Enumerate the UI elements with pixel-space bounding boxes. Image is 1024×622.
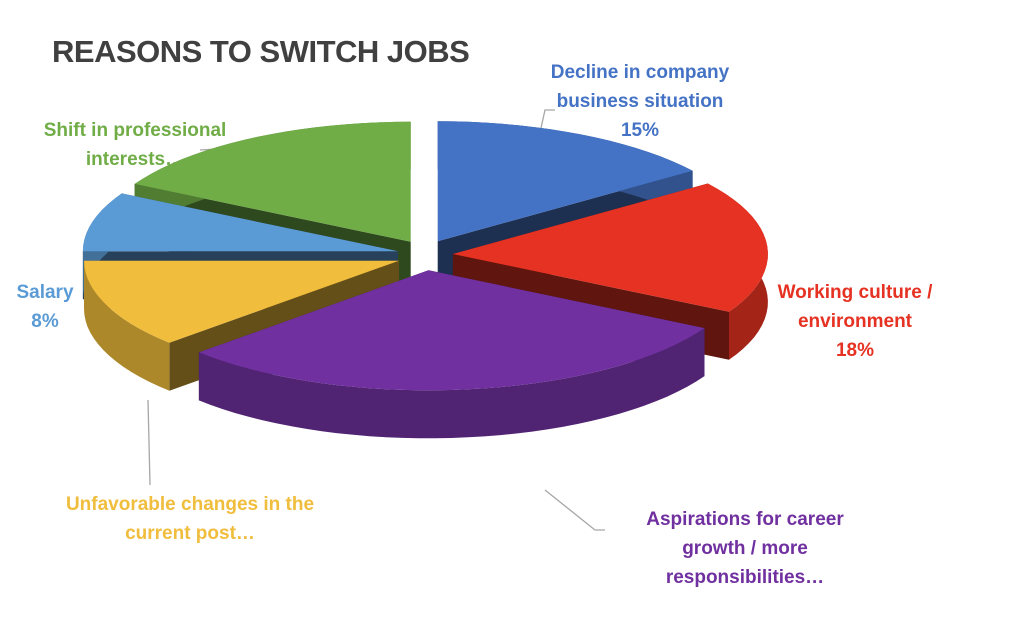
- category-label: Salary: [16, 282, 74, 303]
- slice: [437, 121, 693, 242]
- value-label: 8%: [31, 311, 59, 332]
- category-label: Decline in company business situation: [550, 62, 730, 112]
- slice: [452, 183, 768, 312]
- category-label: Working culture / environment: [777, 282, 933, 332]
- slice-label: Shift in professional interests…: [15, 116, 255, 174]
- chart-title: REASONS TO SWITCH JOBS: [52, 34, 470, 69]
- slice-side: [84, 260, 170, 391]
- leader-line: [544, 489, 605, 531]
- slice: [198, 270, 705, 391]
- slice-side: [198, 328, 705, 439]
- slice: [84, 260, 399, 343]
- value-label: 15%: [620, 120, 660, 141]
- slice: [134, 121, 411, 242]
- slice-label: Working culture / environment 18%: [755, 278, 955, 365]
- slice-label: Unfavorable changes in the current post…: [40, 490, 340, 548]
- slice-label: Aspirations for career growth / more res…: [615, 505, 875, 592]
- slice: [82, 193, 398, 252]
- slice-label: Decline in company business situation 15%: [530, 58, 750, 145]
- category-label: Shift in professional interests…: [43, 120, 227, 170]
- value-label: 18%: [835, 340, 875, 361]
- category-label: Aspirations for career growth / more res…: [646, 509, 844, 588]
- category-label: Unfavorable changes in the current post…: [65, 494, 315, 544]
- leader-line: [147, 399, 151, 486]
- slice-label: Salary 8%: [5, 278, 85, 336]
